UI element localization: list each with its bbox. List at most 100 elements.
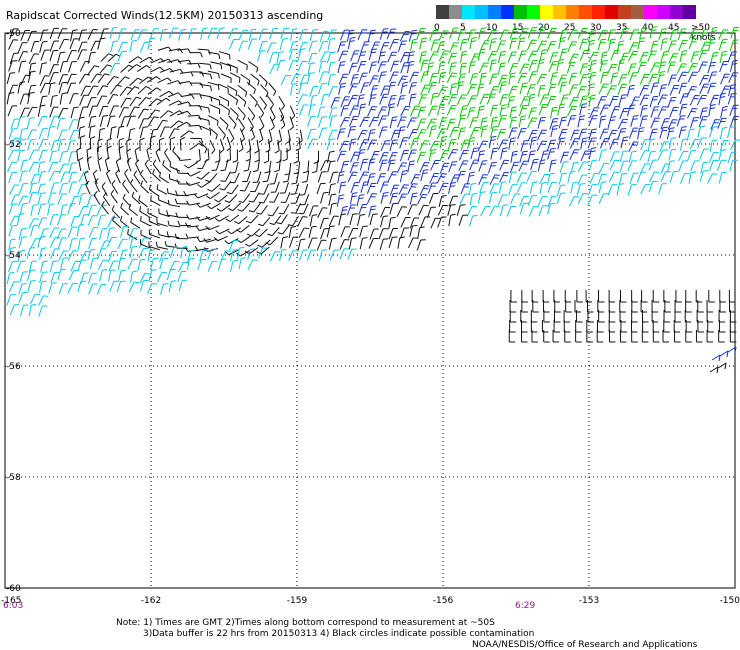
wind-barb bbox=[599, 128, 610, 140]
wind-barb bbox=[608, 38, 616, 51]
wind-barb bbox=[547, 83, 557, 96]
wind-barb bbox=[320, 191, 329, 204]
wind-barb bbox=[521, 300, 528, 313]
wind-barb bbox=[565, 300, 572, 313]
wind-barb bbox=[197, 180, 212, 188]
wind-barb bbox=[78, 73, 90, 84]
wind-barb bbox=[288, 225, 297, 239]
wind-barb bbox=[697, 320, 704, 333]
wind-barb bbox=[437, 103, 446, 116]
wind-barb bbox=[209, 104, 221, 114]
wind-barb bbox=[207, 248, 217, 260]
wind-barb bbox=[247, 38, 258, 50]
wind-barb bbox=[531, 330, 538, 343]
wind-barb bbox=[264, 160, 272, 174]
wind-barb bbox=[19, 93, 29, 105]
wind-barb bbox=[568, 196, 580, 207]
wind-barb bbox=[49, 49, 59, 62]
wind-barb bbox=[177, 220, 191, 227]
wind-barb bbox=[119, 86, 132, 97]
wind-barb bbox=[67, 226, 78, 238]
wind-barb bbox=[205, 173, 218, 183]
wind-barb bbox=[128, 281, 140, 293]
wind-barb bbox=[707, 82, 717, 94]
wind-barb bbox=[469, 36, 477, 50]
wind-barb bbox=[497, 194, 508, 206]
wind-barb bbox=[6, 72, 16, 84]
wind-barb bbox=[619, 330, 627, 343]
wind-barb bbox=[708, 104, 716, 117]
wind-barb bbox=[148, 269, 157, 282]
wind-barb bbox=[662, 330, 670, 343]
wind-barb bbox=[674, 310, 682, 323]
wind-barb bbox=[109, 126, 117, 139]
wind-barb bbox=[218, 51, 231, 60]
wind-barb bbox=[719, 50, 728, 64]
wind-barb bbox=[658, 61, 667, 74]
wind-barb bbox=[686, 150, 697, 162]
wind-barb bbox=[388, 216, 396, 230]
wind-barb bbox=[366, 193, 378, 204]
colorbar-label: 20 bbox=[538, 23, 550, 33]
wind-barb bbox=[245, 214, 259, 224]
wind-barb bbox=[169, 246, 179, 259]
wind-barb bbox=[500, 147, 508, 160]
wind-barb bbox=[168, 173, 181, 183]
wind-barb bbox=[172, 146, 181, 160]
wind-barb bbox=[118, 107, 129, 118]
wind-barb bbox=[489, 59, 497, 72]
wind-barb bbox=[88, 115, 97, 129]
wind-barb bbox=[80, 272, 89, 285]
wind-barb bbox=[190, 82, 204, 88]
wind-barb bbox=[262, 170, 271, 183]
wind-barb bbox=[180, 245, 188, 259]
wind-barb bbox=[349, 213, 358, 226]
wind-barb bbox=[636, 171, 646, 183]
wind-barb bbox=[78, 192, 87, 205]
wind-barb bbox=[510, 290, 517, 303]
wind-barb bbox=[447, 204, 456, 216]
wind-barb bbox=[368, 48, 378, 61]
wind-barb bbox=[675, 290, 682, 303]
wind-barb bbox=[579, 74, 589, 86]
wind-barb bbox=[57, 268, 66, 281]
wind-barb bbox=[308, 205, 319, 217]
wind-barb bbox=[707, 320, 714, 333]
wind-barb bbox=[689, 138, 700, 150]
wind-barb bbox=[156, 271, 167, 283]
wind-barb bbox=[37, 161, 46, 174]
wind-barb bbox=[8, 261, 18, 273]
wind-barb bbox=[347, 125, 356, 138]
wind-barb bbox=[146, 76, 161, 83]
wind-barb bbox=[579, 95, 588, 108]
wind-barb bbox=[38, 149, 48, 161]
wind-barb bbox=[649, 95, 659, 108]
wind-barb bbox=[660, 38, 669, 51]
wind-barb bbox=[419, 37, 428, 50]
wind-barb bbox=[280, 74, 291, 86]
wind-barb bbox=[109, 105, 119, 117]
wind-barb bbox=[380, 191, 389, 204]
wind-barb bbox=[546, 96, 557, 107]
wind-barb bbox=[220, 159, 229, 172]
wind-barb bbox=[567, 41, 578, 52]
wind-barb bbox=[338, 213, 347, 226]
wind-barb bbox=[348, 237, 357, 250]
wind-barb bbox=[448, 181, 457, 195]
wind-barb bbox=[449, 126, 460, 138]
wind-barb bbox=[8, 281, 19, 293]
wind-barb bbox=[190, 137, 204, 144]
wind-barb bbox=[631, 290, 638, 303]
wind-barb bbox=[338, 181, 347, 194]
wind-barb bbox=[359, 225, 368, 238]
wind-barb bbox=[497, 62, 506, 75]
wind-barb bbox=[348, 83, 359, 94]
wind-barb bbox=[439, 162, 450, 174]
wind-barb bbox=[57, 107, 69, 119]
wind-barb bbox=[198, 140, 208, 154]
wind-barb bbox=[104, 156, 110, 172]
wind-barb bbox=[710, 51, 719, 64]
wind-barb bbox=[521, 290, 528, 303]
wind-barb bbox=[596, 330, 604, 343]
wind-barb bbox=[460, 139, 470, 151]
